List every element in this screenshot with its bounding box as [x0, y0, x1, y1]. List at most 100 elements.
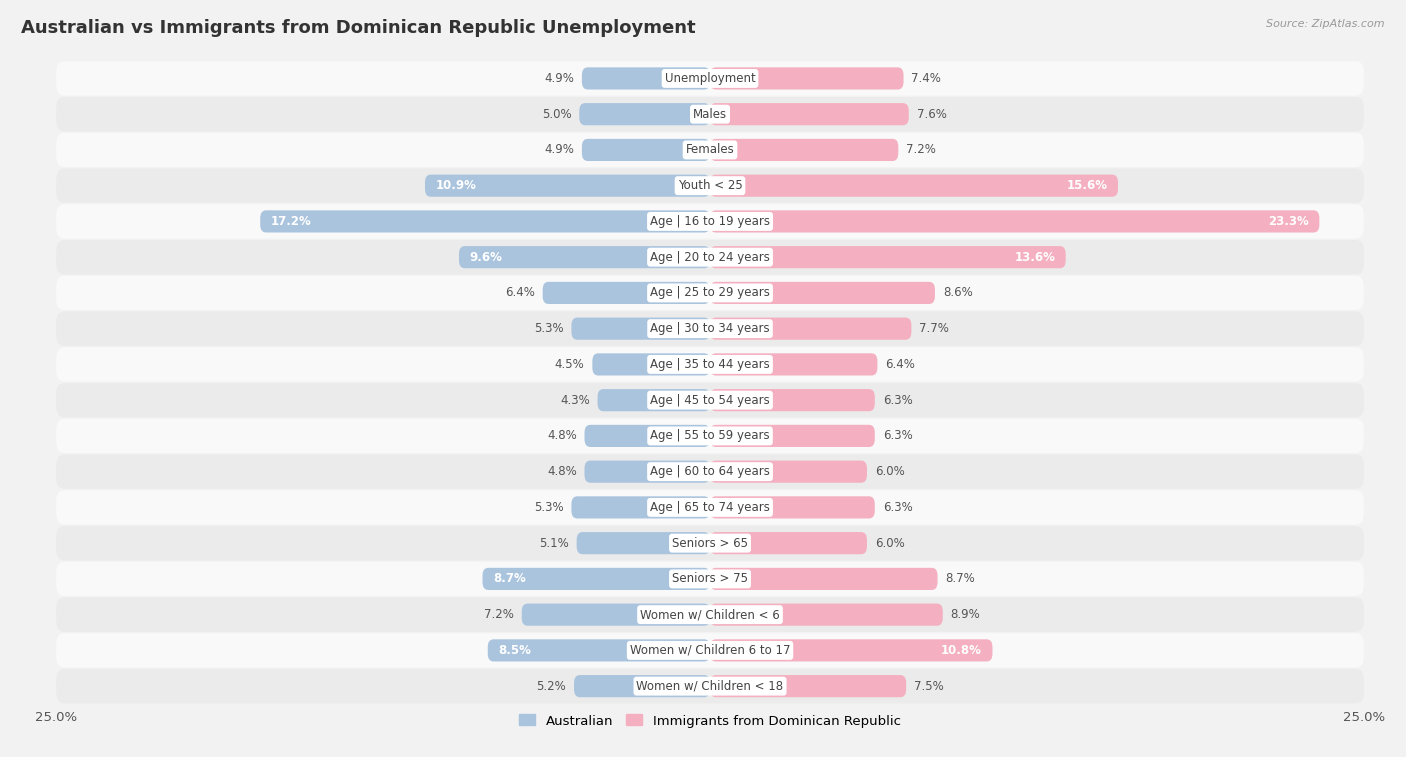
Text: 7.7%: 7.7%: [920, 322, 949, 335]
Text: Age | 55 to 59 years: Age | 55 to 59 years: [650, 429, 770, 442]
FancyBboxPatch shape: [592, 354, 710, 375]
FancyBboxPatch shape: [56, 419, 1364, 453]
FancyBboxPatch shape: [458, 246, 710, 268]
FancyBboxPatch shape: [710, 497, 875, 519]
FancyBboxPatch shape: [482, 568, 710, 590]
FancyBboxPatch shape: [710, 67, 904, 89]
FancyBboxPatch shape: [56, 454, 1364, 489]
FancyBboxPatch shape: [56, 204, 1364, 238]
Text: Age | 25 to 29 years: Age | 25 to 29 years: [650, 286, 770, 300]
Text: Age | 35 to 44 years: Age | 35 to 44 years: [650, 358, 770, 371]
FancyBboxPatch shape: [56, 347, 1364, 382]
FancyBboxPatch shape: [543, 282, 710, 304]
Text: 8.6%: 8.6%: [943, 286, 973, 300]
Text: 17.2%: 17.2%: [271, 215, 312, 228]
Text: 4.3%: 4.3%: [560, 394, 589, 407]
Text: Source: ZipAtlas.com: Source: ZipAtlas.com: [1267, 19, 1385, 29]
Text: Youth < 25: Youth < 25: [678, 179, 742, 192]
Text: Seniors > 75: Seniors > 75: [672, 572, 748, 585]
Text: 23.3%: 23.3%: [1268, 215, 1309, 228]
FancyBboxPatch shape: [56, 597, 1364, 632]
Text: 7.6%: 7.6%: [917, 107, 946, 120]
Text: Women w/ Children < 18: Women w/ Children < 18: [637, 680, 783, 693]
FancyBboxPatch shape: [710, 603, 943, 626]
FancyBboxPatch shape: [56, 61, 1364, 95]
Text: 6.4%: 6.4%: [886, 358, 915, 371]
FancyBboxPatch shape: [56, 169, 1364, 203]
Text: 5.3%: 5.3%: [534, 322, 564, 335]
FancyBboxPatch shape: [56, 276, 1364, 310]
Text: 5.2%: 5.2%: [537, 680, 567, 693]
FancyBboxPatch shape: [488, 640, 710, 662]
FancyBboxPatch shape: [56, 312, 1364, 346]
Text: 6.0%: 6.0%: [875, 465, 904, 478]
Text: Age | 45 to 54 years: Age | 45 to 54 years: [650, 394, 770, 407]
Text: Age | 30 to 34 years: Age | 30 to 34 years: [650, 322, 770, 335]
FancyBboxPatch shape: [260, 210, 710, 232]
Text: 8.7%: 8.7%: [945, 572, 976, 585]
Text: Women w/ Children < 6: Women w/ Children < 6: [640, 608, 780, 621]
FancyBboxPatch shape: [598, 389, 710, 411]
FancyBboxPatch shape: [710, 175, 1118, 197]
FancyBboxPatch shape: [579, 103, 710, 125]
Text: 5.1%: 5.1%: [538, 537, 569, 550]
FancyBboxPatch shape: [574, 675, 710, 697]
Text: 7.2%: 7.2%: [905, 143, 936, 157]
FancyBboxPatch shape: [56, 633, 1364, 668]
FancyBboxPatch shape: [710, 354, 877, 375]
Text: 8.9%: 8.9%: [950, 608, 980, 621]
FancyBboxPatch shape: [710, 640, 993, 662]
FancyBboxPatch shape: [710, 568, 938, 590]
FancyBboxPatch shape: [710, 460, 868, 483]
FancyBboxPatch shape: [710, 103, 908, 125]
FancyBboxPatch shape: [56, 383, 1364, 417]
FancyBboxPatch shape: [710, 139, 898, 161]
FancyBboxPatch shape: [56, 562, 1364, 596]
Text: 7.4%: 7.4%: [911, 72, 941, 85]
Text: 4.9%: 4.9%: [544, 72, 574, 85]
FancyBboxPatch shape: [585, 425, 710, 447]
Text: Age | 60 to 64 years: Age | 60 to 64 years: [650, 465, 770, 478]
Text: 4.8%: 4.8%: [547, 465, 576, 478]
Text: 8.5%: 8.5%: [498, 644, 531, 657]
FancyBboxPatch shape: [56, 669, 1364, 703]
Text: 6.3%: 6.3%: [883, 429, 912, 442]
Text: Age | 20 to 24 years: Age | 20 to 24 years: [650, 251, 770, 263]
Text: 15.6%: 15.6%: [1067, 179, 1108, 192]
FancyBboxPatch shape: [56, 132, 1364, 167]
FancyBboxPatch shape: [576, 532, 710, 554]
FancyBboxPatch shape: [710, 425, 875, 447]
FancyBboxPatch shape: [582, 67, 710, 89]
FancyBboxPatch shape: [571, 497, 710, 519]
Text: Unemployment: Unemployment: [665, 72, 755, 85]
Text: Women w/ Children 6 to 17: Women w/ Children 6 to 17: [630, 644, 790, 657]
Text: 5.0%: 5.0%: [541, 107, 571, 120]
Text: Females: Females: [686, 143, 734, 157]
FancyBboxPatch shape: [710, 210, 1319, 232]
FancyBboxPatch shape: [710, 389, 875, 411]
FancyBboxPatch shape: [571, 318, 710, 340]
Text: 5.3%: 5.3%: [534, 501, 564, 514]
Text: 6.4%: 6.4%: [505, 286, 534, 300]
FancyBboxPatch shape: [56, 491, 1364, 525]
FancyBboxPatch shape: [710, 282, 935, 304]
Text: 4.9%: 4.9%: [544, 143, 574, 157]
Text: 6.3%: 6.3%: [883, 501, 912, 514]
Text: 7.2%: 7.2%: [484, 608, 515, 621]
FancyBboxPatch shape: [522, 603, 710, 626]
Text: Males: Males: [693, 107, 727, 120]
FancyBboxPatch shape: [582, 139, 710, 161]
FancyBboxPatch shape: [710, 675, 905, 697]
Text: 10.9%: 10.9%: [436, 179, 477, 192]
FancyBboxPatch shape: [56, 526, 1364, 560]
Legend: Australian, Immigrants from Dominican Republic: Australian, Immigrants from Dominican Re…: [515, 709, 905, 733]
Text: 8.7%: 8.7%: [494, 572, 526, 585]
Text: Age | 65 to 74 years: Age | 65 to 74 years: [650, 501, 770, 514]
Text: 7.5%: 7.5%: [914, 680, 943, 693]
Text: 4.8%: 4.8%: [547, 429, 576, 442]
FancyBboxPatch shape: [585, 460, 710, 483]
FancyBboxPatch shape: [425, 175, 710, 197]
FancyBboxPatch shape: [710, 318, 911, 340]
Text: 6.0%: 6.0%: [875, 537, 904, 550]
Text: Australian vs Immigrants from Dominican Republic Unemployment: Australian vs Immigrants from Dominican …: [21, 19, 696, 37]
